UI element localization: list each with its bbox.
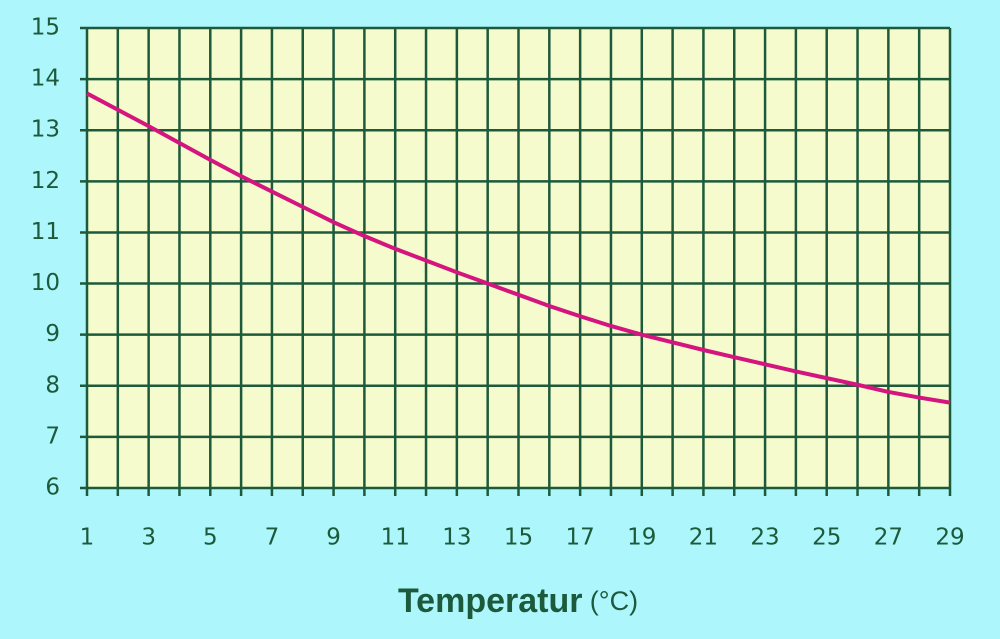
x-label: Temperatur — [398, 582, 583, 620]
y-tick-label: 7 — [45, 423, 60, 449]
y-tick-label: 15 — [31, 15, 60, 41]
x-tick-label: 1 — [80, 525, 95, 551]
x-tick-label: 23 — [750, 525, 779, 551]
x-tick-label: 15 — [504, 525, 533, 551]
y-tick-label: 10 — [31, 270, 60, 296]
x-tick-label: 29 — [935, 525, 964, 551]
y-tick-label: 9 — [45, 321, 60, 347]
x-tick-label: 13 — [442, 525, 471, 551]
data-line — [86, 91, 951, 405]
x-tick-label: 19 — [627, 525, 656, 551]
x-tick-label: 17 — [566, 525, 595, 551]
x-axis-title: Temperatur (°C) — [398, 582, 638, 620]
x-tick-label: 11 — [381, 525, 410, 551]
x-tick-label: 5 — [203, 525, 218, 551]
y-tick-label: 14 — [31, 66, 60, 92]
x-tick-label: 25 — [812, 525, 841, 551]
x-tick-label: 9 — [326, 525, 341, 551]
y-tick-label: 6 — [45, 475, 60, 501]
x-tick-label: 21 — [689, 525, 718, 551]
x-tick-label: 27 — [874, 525, 903, 551]
y-tick-label: 8 — [45, 372, 60, 398]
x-unit: (°C) — [590, 586, 638, 616]
y-tick-label: 11 — [31, 219, 60, 245]
x-tick-label: 7 — [265, 525, 280, 551]
y-tick-label: 13 — [31, 117, 60, 143]
x-tick-label: 3 — [141, 525, 156, 551]
y-tick-label: 12 — [31, 168, 60, 194]
